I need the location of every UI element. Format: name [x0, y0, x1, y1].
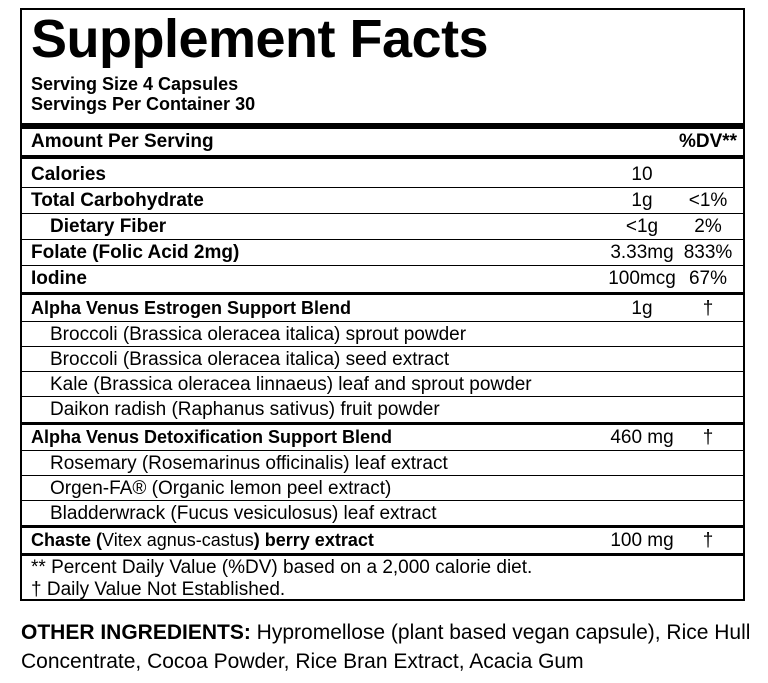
ingredient-row: Bladderwrack (Fucus vesiculosus) leaf ex… — [50, 503, 437, 524]
row-divider — [22, 213, 743, 214]
row-divider — [22, 239, 743, 240]
row-divider — [22, 265, 743, 266]
ingredient-row: Rosemary (Rosemarinus officinalis) leaf … — [50, 453, 448, 474]
panel-title: Supplement Facts — [31, 9, 489, 69]
row-divider — [22, 500, 743, 501]
servings-per-container: Servings Per Container 30 — [31, 94, 256, 114]
medium-divider — [22, 292, 743, 295]
row-divider — [22, 450, 743, 451]
nutrient-row: Iodine 100mcg 67% — [31, 268, 728, 289]
row-divider — [22, 321, 743, 322]
other-ingredients-text: Hypromellose (plant based vegan capsule)… — [21, 621, 751, 673]
ingredient-row: Daikon radish (Raphanus sativus) fruit p… — [50, 399, 440, 420]
blend-row: Alpha Venus Estrogen Support Blend 1g † — [31, 298, 714, 319]
ingredient-row: Orgen-FA® (Organic lemon peel extract) — [50, 478, 392, 499]
supplement-facts-panel: Supplement Facts Serving Size 4 Capsules… — [20, 8, 745, 601]
medium-divider — [22, 422, 743, 425]
nutrient-row: Dietary Fiber <1g 2% — [50, 216, 722, 237]
medium-divider — [22, 553, 743, 556]
row-divider — [22, 475, 743, 476]
nutrient-row: Calories 10 — [31, 164, 653, 185]
nutrient-row: Total Carbohydrate 1g <1% — [31, 190, 728, 211]
amount-per-serving-label: Amount Per Serving — [31, 131, 214, 152]
chaste-row: Chaste (Vitex agnus-castus) berry extrac… — [31, 530, 714, 551]
blend-row: Alpha Venus Detoxification Support Blend… — [31, 427, 714, 448]
footnote-dv: ** Percent Daily Value (%DV) based on a … — [31, 557, 533, 578]
serving-size: Serving Size 4 Capsules — [31, 74, 239, 94]
medium-divider — [22, 155, 743, 159]
other-ingredients: OTHER INGREDIENTS: Hypromellose (plant b… — [21, 618, 751, 676]
row-divider — [22, 187, 743, 188]
ingredient-row: Broccoli (Brassica oleracea italica) see… — [50, 349, 450, 370]
dv-header: %DV** — [678, 131, 738, 152]
row-divider — [22, 396, 743, 397]
thick-divider — [22, 123, 743, 129]
other-ingredients-label: OTHER INGREDIENTS: — [21, 621, 251, 644]
medium-divider — [22, 525, 743, 528]
ingredient-row: Broccoli (Brassica oleracea italica) spr… — [50, 324, 467, 345]
ingredient-row: Kale (Brassica oleracea linnaeus) leaf a… — [50, 374, 532, 395]
row-divider — [22, 371, 743, 372]
row-divider — [22, 346, 743, 347]
footnote-dagger: † Daily Value Not Established. — [31, 579, 286, 600]
nutrient-row: Folate (Folic Acid 2mg) 3.33mg 833% — [31, 242, 733, 263]
header-row: Amount Per Serving %DV** — [22, 129, 743, 154]
